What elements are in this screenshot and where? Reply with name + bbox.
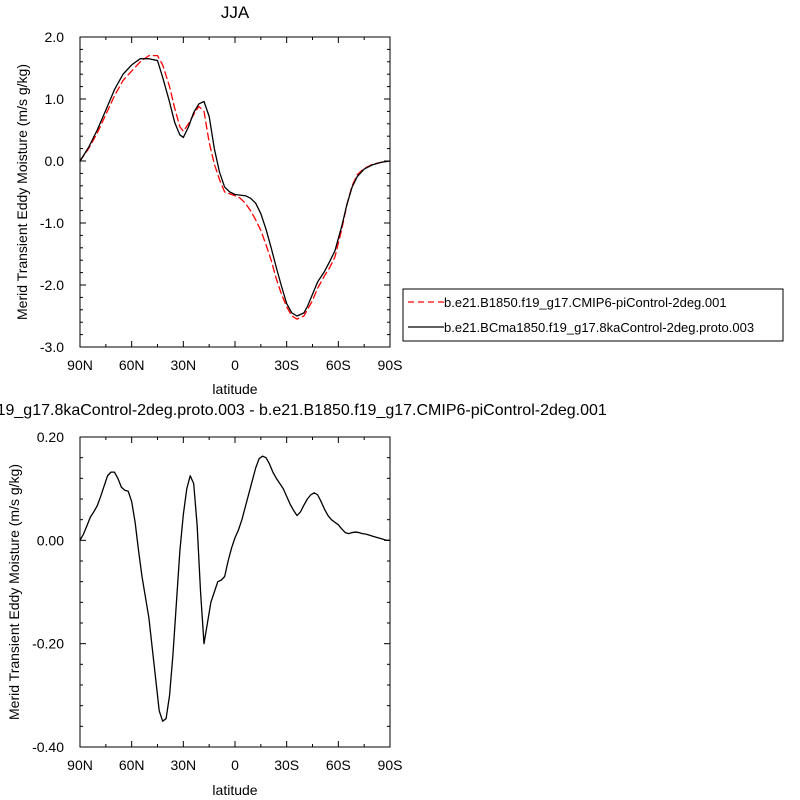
bottom-x-tick-label: 60S xyxy=(326,757,351,773)
bottom-series-line-1 xyxy=(79,455,391,722)
bottom-x-tick-label: 60N xyxy=(119,757,145,773)
bottom-x-tick-label: 30S xyxy=(274,757,299,773)
top-chart-title: JJA xyxy=(221,3,250,22)
top-panel: JJA 90N 60N 30N 0 30S 60S 90S 2.0 1.0 0.0 -1.0 -2.0… xyxy=(14,3,402,397)
legend-label-series-1: b.e21.B1850.f19_g17.CMIP6-piControl-2deg… xyxy=(444,295,727,310)
top-plot-frame xyxy=(79,36,391,348)
top-x-tick-label: 30S xyxy=(274,357,299,373)
top-x-tick-label: 0 xyxy=(231,357,239,373)
bottom-plot-frame xyxy=(79,436,391,748)
bottom-y-tick-label: -0.20 xyxy=(32,636,64,652)
top-y-tick-label: 1.0 xyxy=(45,91,65,107)
bottom-chart-title: b.e21.BCma1850.f19_g17.8kaControl-2deg.p… xyxy=(0,402,607,419)
top-x-axis-label: latitude xyxy=(212,381,257,397)
legend: b.e21.B1850.f19_g17.CMIP6-piControl-2deg… xyxy=(402,288,784,342)
bottom-y-tick-label: 0.20 xyxy=(37,429,64,445)
top-x-tick-label: 60N xyxy=(119,357,145,373)
top-y-axis-label: Merid Transient Eddy Moisture (m/s g/kg) xyxy=(14,64,30,320)
top-x-tick-label: 90N xyxy=(67,357,93,373)
bottom-y-axis-label: Merid Transient Eddy Moisture (m/s g/kg) xyxy=(6,464,22,720)
bottom-x-tick-label: 90N xyxy=(67,757,93,773)
top-x-tick-label: 90S xyxy=(378,357,403,373)
top-y-tick-label: -3.0 xyxy=(40,339,64,355)
top-y-tick-label: -2.0 xyxy=(40,277,64,293)
legend-label-series-2: b.e21.BCma1850.f19_g17.8kaControl-2deg.p… xyxy=(444,320,754,335)
bottom-x-tick-label: 0 xyxy=(231,757,239,773)
top-x-tick-label: 30N xyxy=(170,357,196,373)
top-y-tick-label: 2.0 xyxy=(45,29,65,45)
top-series-line-2 xyxy=(79,58,391,317)
top-y-tick-label: 0.0 xyxy=(45,153,65,169)
top-series-line-1 xyxy=(79,54,391,320)
bottom-panel: b.e21.BCma1850.f19_g17.8kaControl-2deg.p… xyxy=(0,402,607,798)
bottom-x-tick-label: 90S xyxy=(378,757,403,773)
top-x-tick-label: 60S xyxy=(326,357,351,373)
bottom-x-tick-label: 30N xyxy=(170,757,196,773)
bottom-x-axis-label: latitude xyxy=(212,782,257,798)
bottom-y-tick-label: -0.40 xyxy=(32,739,64,755)
bottom-y-tick-label: 0.00 xyxy=(37,532,64,548)
top-y-tick-label: -1.0 xyxy=(40,215,64,231)
legend-box xyxy=(402,288,784,342)
